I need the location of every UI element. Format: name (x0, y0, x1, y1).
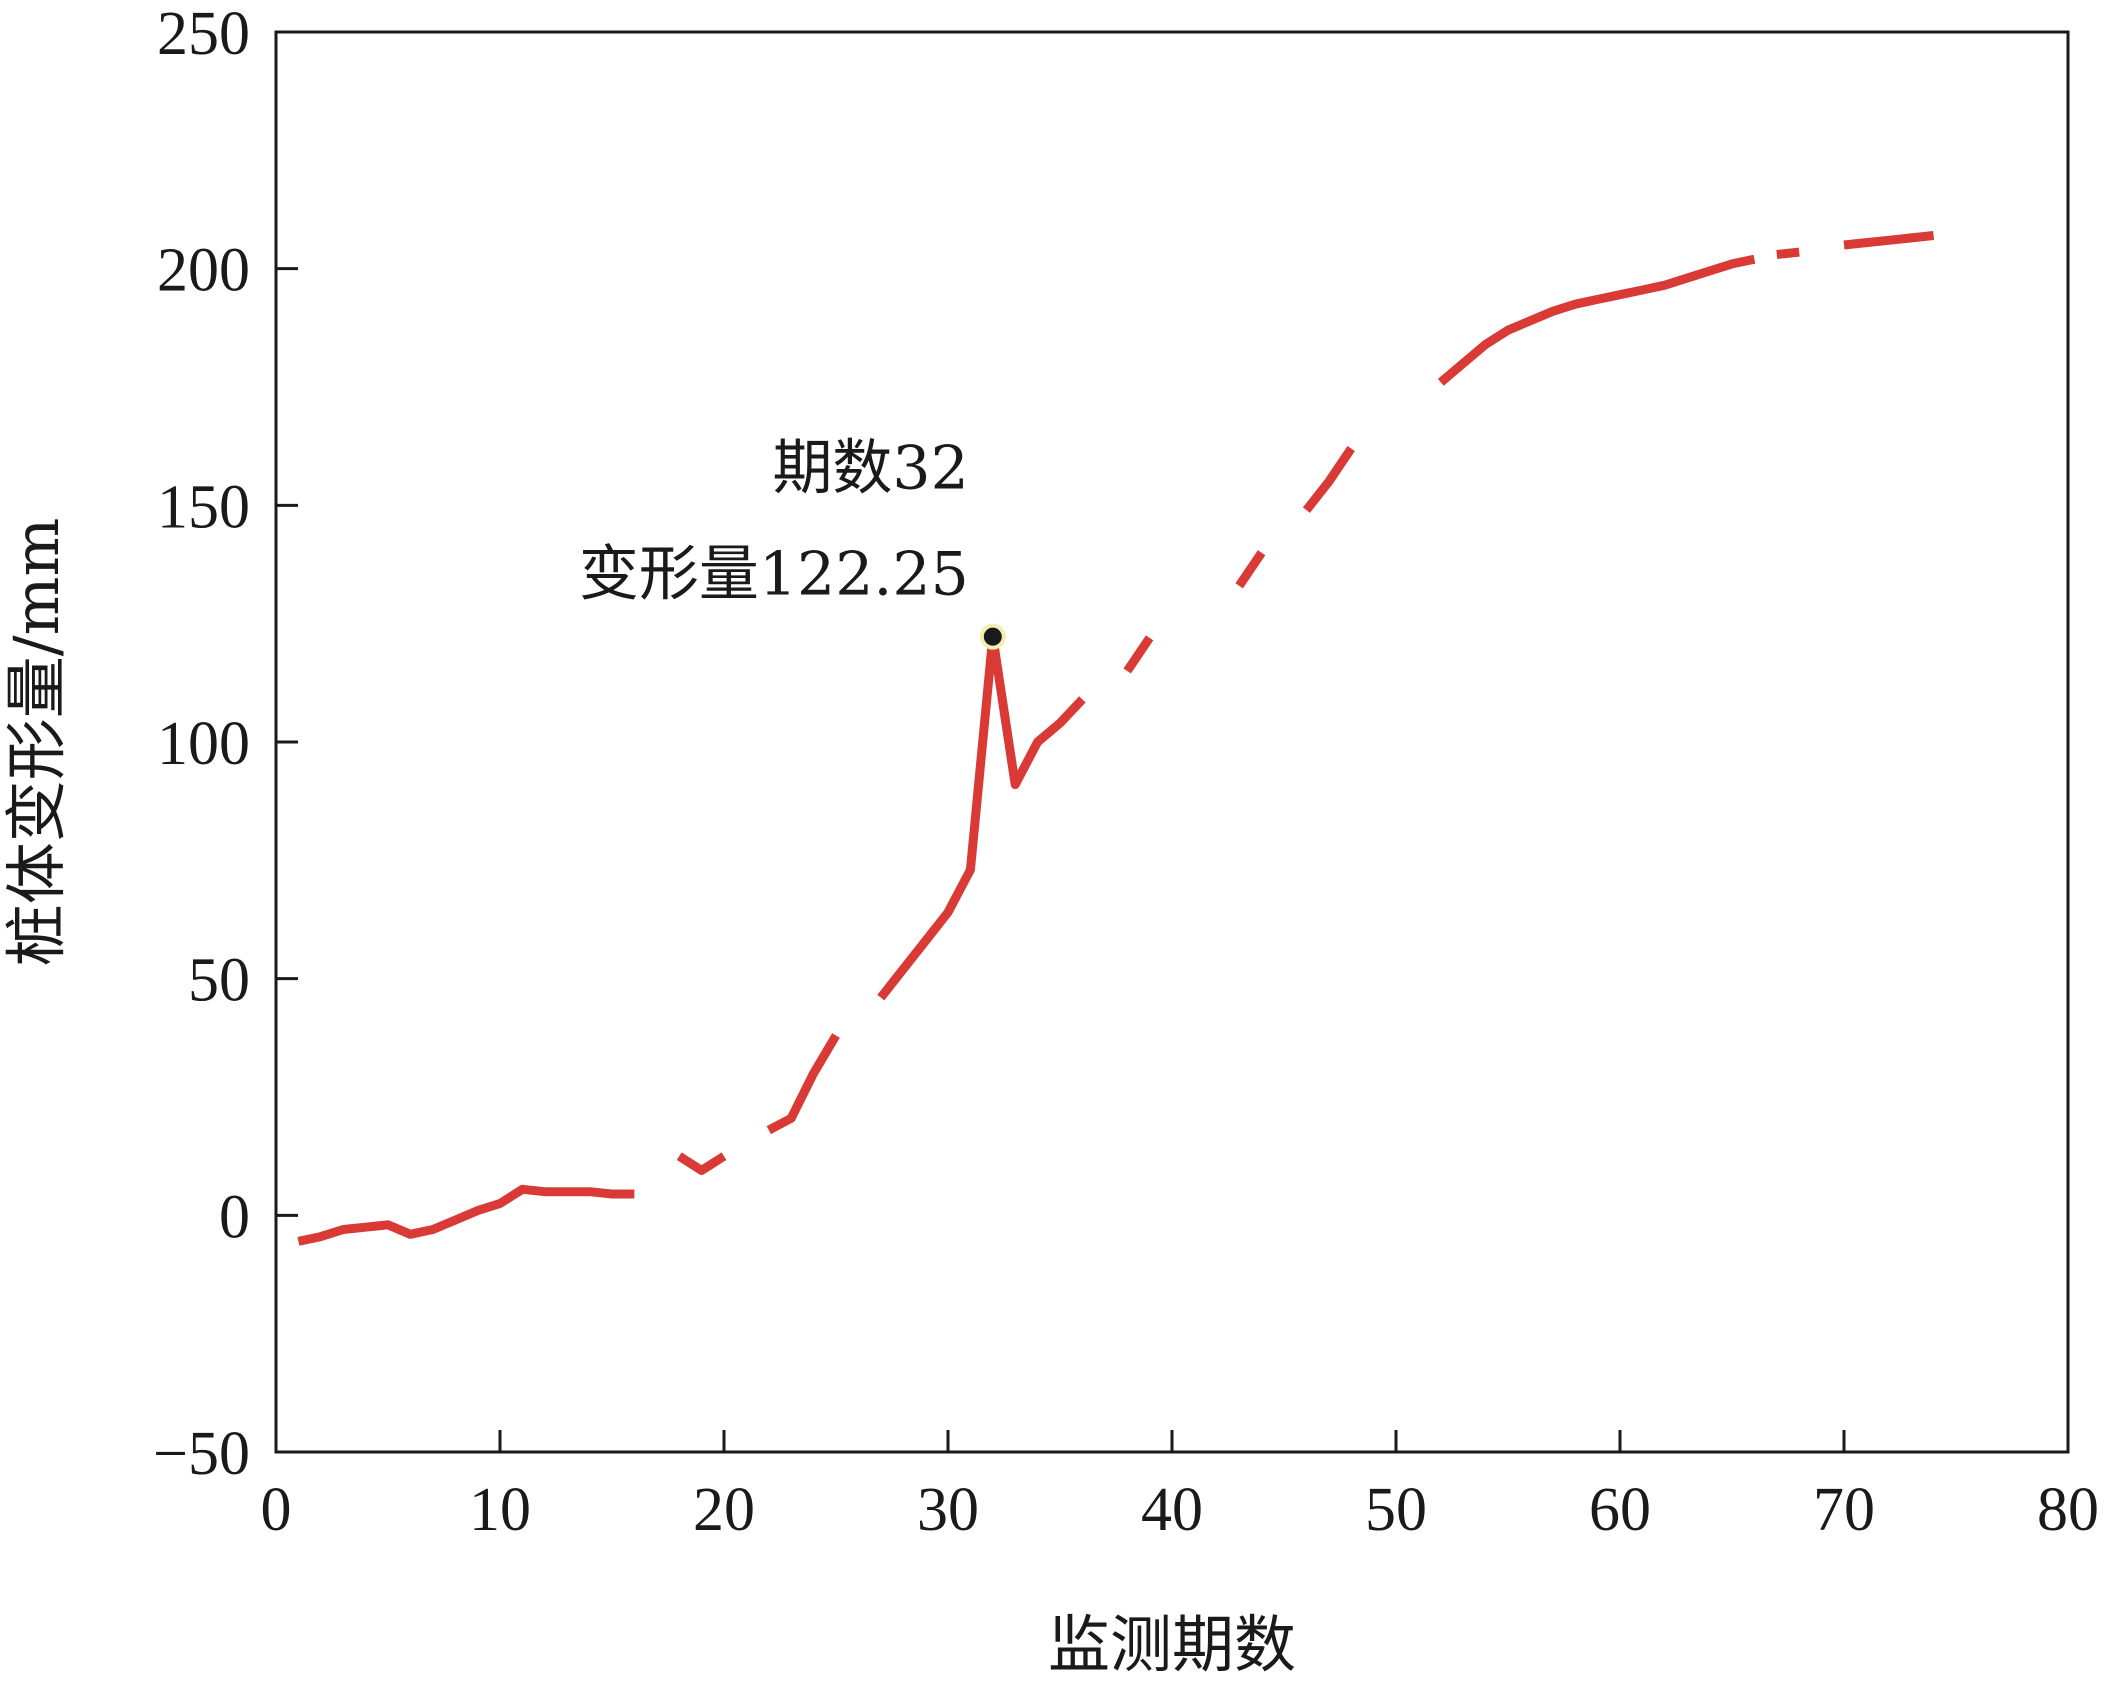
x-axis-title: 监测期数 (1048, 1608, 1296, 1681)
y-tick-label: 50 (188, 947, 250, 1015)
y-tick-label: 100 (157, 710, 250, 778)
y-tick-label: 0 (219, 1183, 250, 1251)
x-tick-label: 30 (917, 1476, 979, 1544)
highlight-point (979, 623, 1006, 650)
data-line-segment (1843, 231, 1935, 250)
data-line-segment (1235, 550, 1266, 589)
x-tick-label: 70 (1813, 1476, 1875, 1544)
data-line-segment (766, 1033, 840, 1135)
y-tick-label: 250 (157, 0, 250, 68)
plot-border (274, 30, 2070, 1454)
x-tick-label: 60 (1589, 1476, 1651, 1544)
y-tick-label: 150 (157, 473, 250, 541)
x-tick-label: 40 (1141, 1476, 1203, 1544)
x-tick-label: 50 (1365, 1476, 1427, 1544)
annotation-deformation-label: 变形量122.25 (579, 540, 969, 610)
plot-frame (274, 30, 2070, 1454)
x-tick-label: 20 (693, 1476, 755, 1544)
data-line-segment (1437, 254, 1756, 386)
x-tick-label: 10 (469, 1476, 531, 1544)
annotation-period-label: 期数32 (772, 434, 968, 504)
data-line-segment (877, 632, 1086, 1001)
data-line-segment (676, 1152, 727, 1175)
y-axis-title: 桩体变形量/mm (0, 518, 73, 966)
axis-ticks (274, 30, 2070, 1454)
x-tick-label: 80 (2037, 1476, 2099, 1544)
data-line-segment (1776, 247, 1800, 259)
y-tick-label: 200 (157, 237, 250, 305)
annotation-group: 期数32 变形量122.25 (579, 434, 969, 610)
data-line-segment (1302, 445, 1355, 513)
data-line-segment (1123, 635, 1154, 674)
y-tick-label: −50 (153, 1420, 250, 1488)
data-series (297, 231, 1935, 1246)
x-tick-label: 0 (261, 1476, 292, 1544)
data-line-segment (297, 1184, 635, 1246)
